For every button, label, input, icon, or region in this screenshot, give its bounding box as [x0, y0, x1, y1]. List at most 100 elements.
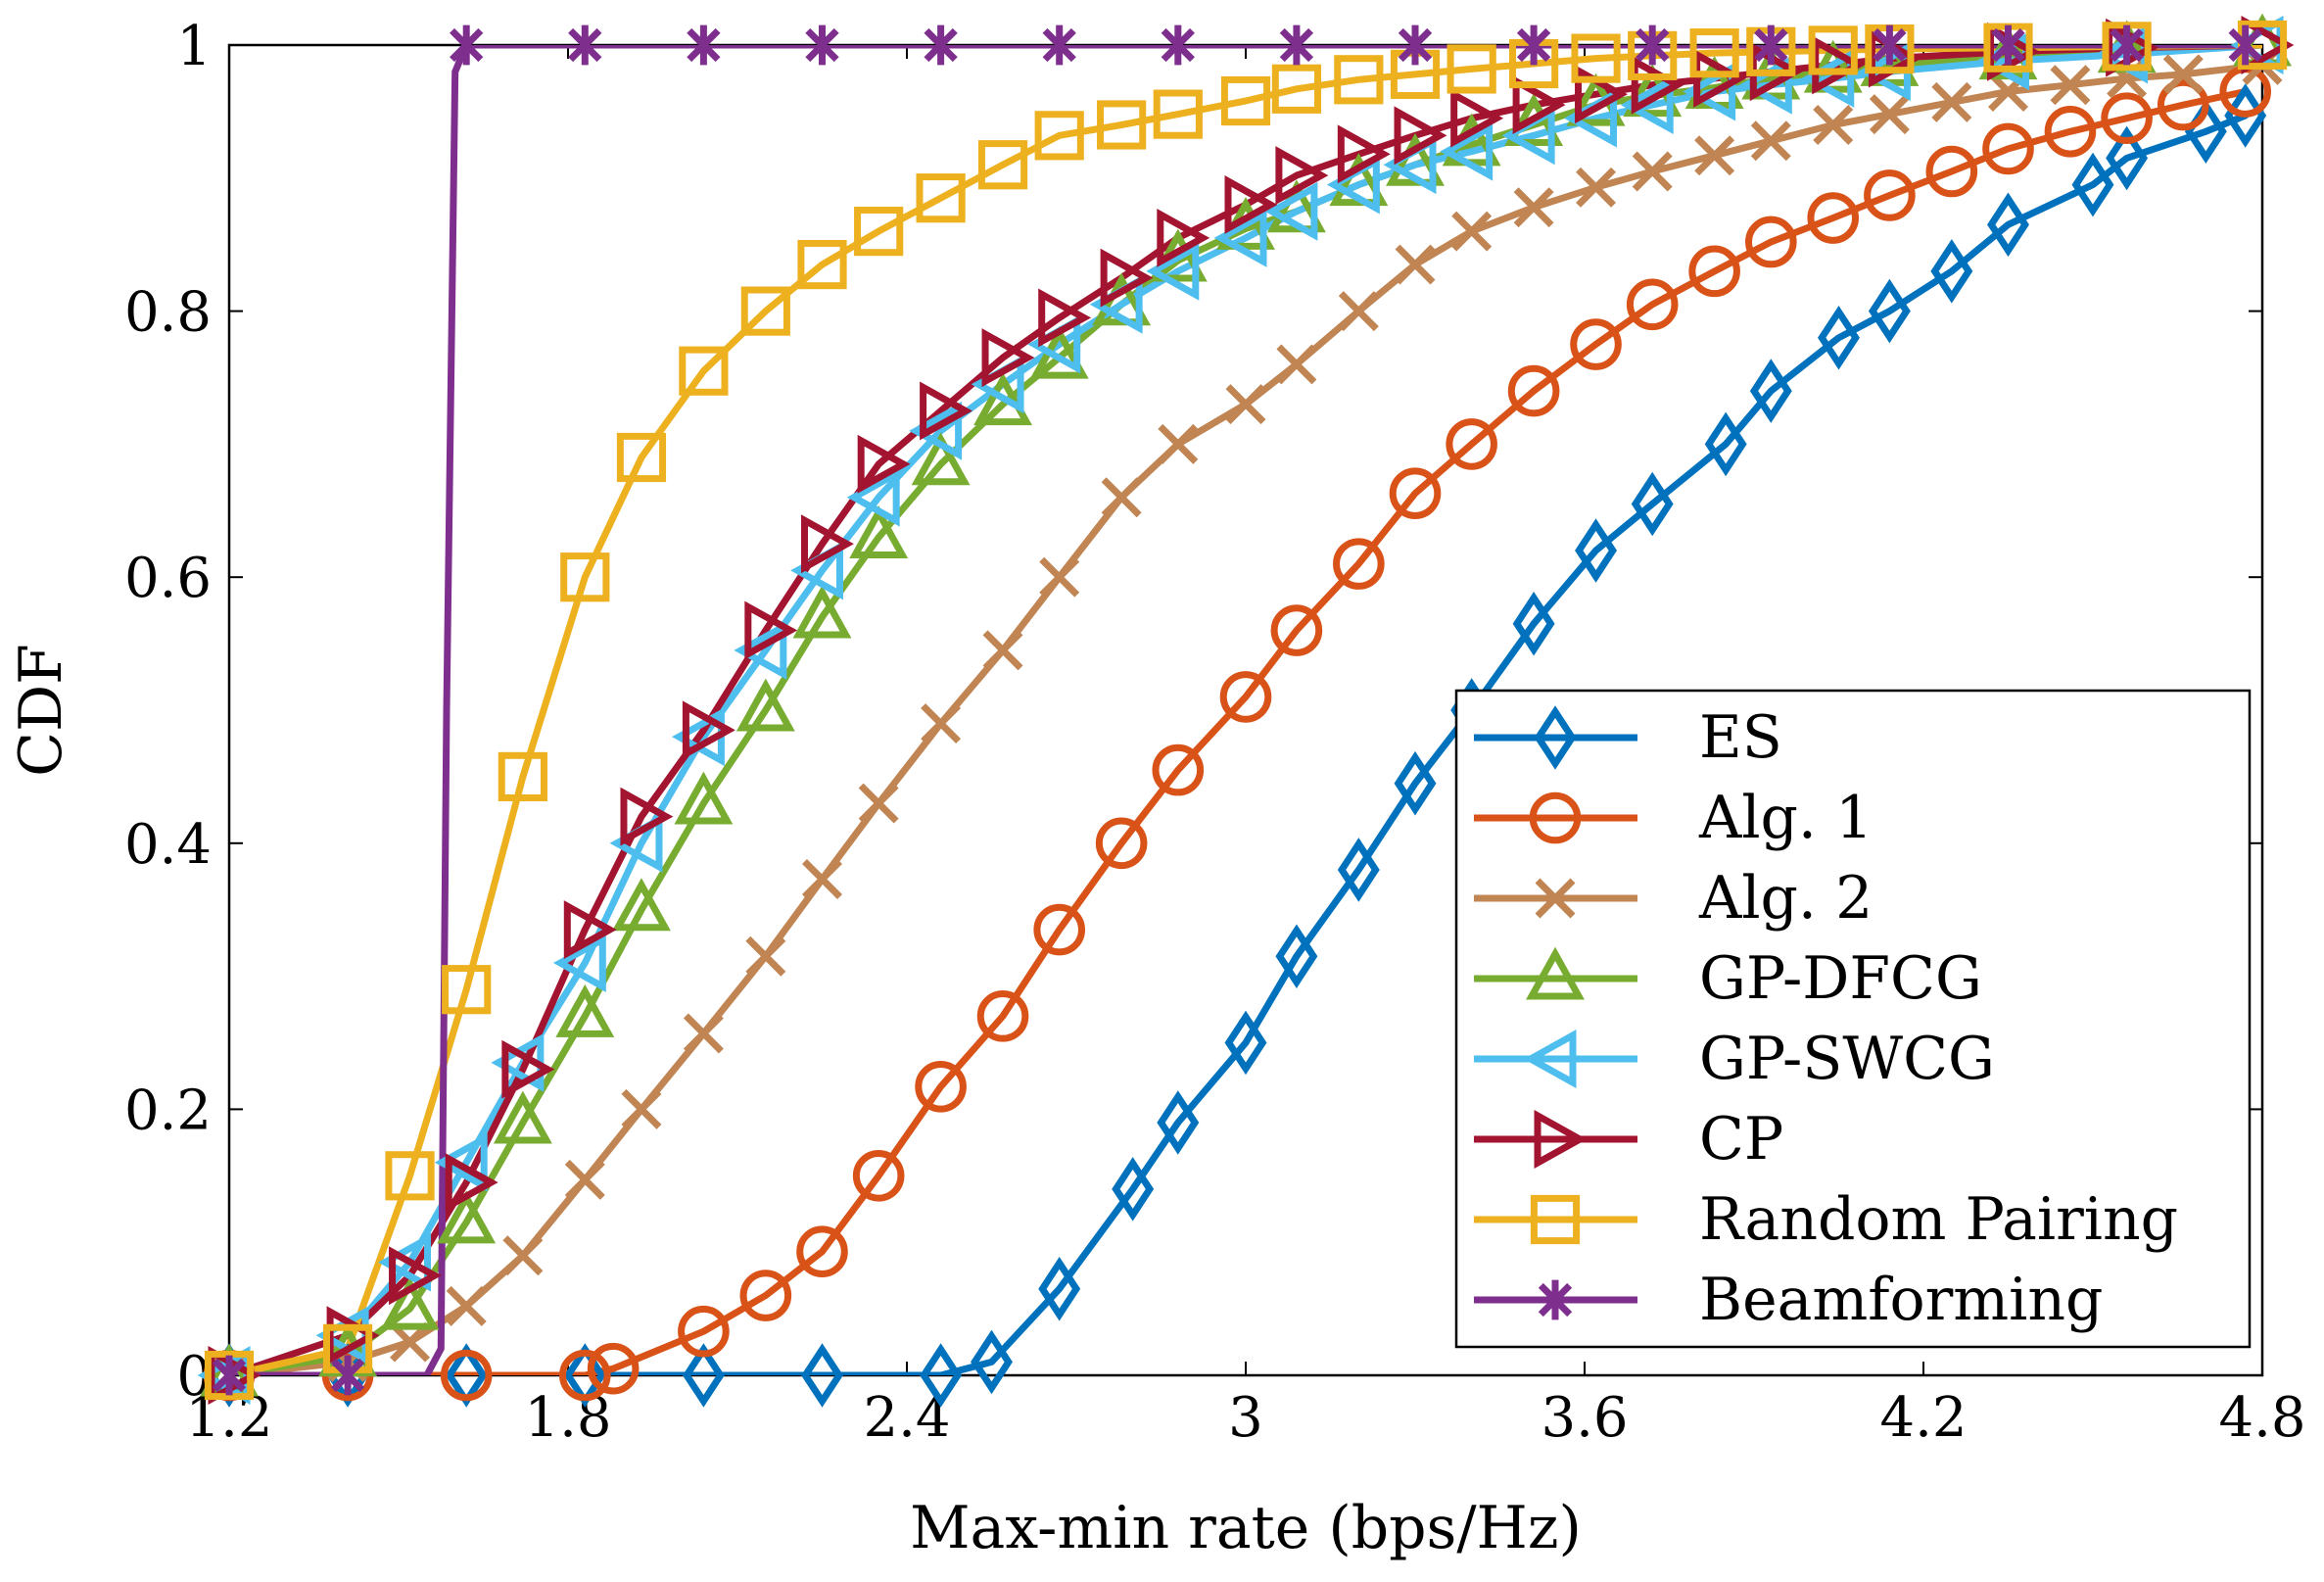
- data-point: [1812, 35, 1866, 95]
- data-point: [1801, 49, 1855, 108]
- data-point: [1157, 1090, 1200, 1155]
- data-point: [1991, 24, 2025, 66]
- data-point: [380, 1276, 440, 1330]
- data-point: [1275, 146, 1329, 206]
- legend-marker: [1530, 1194, 1581, 1245]
- data-point: [1987, 192, 2029, 258]
- data-point: [735, 678, 795, 732]
- axes: 1.2 1.8 2.4 3 3.6 4.2 4.800.20.40.60.81: [124, 15, 2306, 1450]
- data-point: [1440, 121, 1494, 181]
- data-point: [1512, 591, 1555, 656]
- data-point: [1864, 169, 1916, 221]
- legend: ES Alg. 1 Alg. 2 GP-DFCG GP-SWCG CP Random Pai…: [1454, 689, 2252, 1349]
- data-point: [911, 432, 971, 486]
- x-tick-label: 4.2: [1879, 1386, 1967, 1450]
- data-point: [389, 1246, 442, 1306]
- data-point: [1038, 1256, 1081, 1321]
- data-point: [1513, 187, 1554, 228]
- data-point: [1275, 924, 1318, 989]
- data-point: [560, 552, 610, 602]
- data-point: [971, 1329, 1013, 1395]
- data-point: [1152, 743, 1205, 796]
- data-point: [1631, 55, 1684, 115]
- data-point: [1224, 175, 1278, 234]
- data-point: [1869, 94, 1910, 135]
- data-point: [1868, 278, 1911, 344]
- data-point: [1818, 305, 1860, 370]
- y-tick-label: 0.6: [124, 547, 212, 610]
- data-point: [1097, 100, 1147, 150]
- legend-label: Alg. 1: [1698, 784, 1873, 852]
- data-point: [1632, 151, 1673, 192]
- data-point: [1447, 44, 1496, 94]
- data-point: [1158, 423, 1199, 464]
- data-point: [204, 1350, 255, 1401]
- data-point: [849, 505, 909, 558]
- series-line-7: [229, 45, 2250, 1375]
- data-point: [326, 1306, 380, 1366]
- data-point: [1225, 384, 1266, 425]
- legend-entry: CP: [1474, 1105, 1783, 1174]
- data-point: [1570, 318, 1622, 370]
- legend-label: GP-SWCG: [1699, 1025, 1995, 1093]
- data-point: [1693, 49, 1747, 108]
- data-point: [2101, 92, 2153, 144]
- data-point: [916, 173, 966, 223]
- series-line-2: [229, 61, 2262, 1375]
- data-point: [1576, 167, 1617, 208]
- data-point: [1450, 88, 1504, 148]
- data-point: [2162, 54, 2204, 95]
- legend-entry: GP-DFCG: [1474, 944, 1982, 1013]
- data-point: [1694, 135, 1735, 176]
- data-point: [981, 328, 1035, 388]
- data-point: [1516, 24, 1551, 66]
- data-point: [920, 1343, 963, 1408]
- data-point: [674, 771, 734, 825]
- series-group: [229, 45, 2262, 1375]
- legend-label: Alg. 2: [1698, 864, 1873, 933]
- data-point: [921, 703, 962, 744]
- data-point: [744, 600, 798, 660]
- x-tick-label: 3.6: [1541, 1386, 1628, 1450]
- data-point: [854, 207, 904, 257]
- data-point: [2110, 24, 2144, 66]
- data-point: [568, 24, 602, 66]
- data-point: [1220, 75, 1271, 126]
- data-point: [977, 140, 1028, 190]
- data-point: [802, 858, 842, 899]
- data-point: [2106, 18, 2159, 77]
- data-point: [745, 935, 786, 977]
- legend-marker: [1523, 1030, 1577, 1088]
- data-point: [385, 1151, 435, 1201]
- data-point: [1704, 411, 1747, 477]
- data-point: [2050, 65, 2091, 106]
- data-point: [493, 1090, 552, 1144]
- data-point: [1754, 24, 1788, 66]
- data-point: [440, 1349, 493, 1402]
- data-point: [801, 1343, 843, 1408]
- data-point: [982, 630, 1023, 671]
- data-point: [801, 514, 854, 574]
- data-point: [924, 24, 958, 66]
- data-point: [1038, 288, 1092, 348]
- data-point: [1925, 145, 1978, 198]
- data-point: [434, 1132, 488, 1192]
- data-point: [792, 585, 852, 639]
- data-point: [1270, 604, 1323, 656]
- data-point: [920, 381, 973, 441]
- data-point: [1512, 75, 1566, 135]
- data-point: [852, 1150, 905, 1202]
- data-point: [1930, 239, 1973, 304]
- data-point: [612, 878, 671, 932]
- data-point: [1333, 538, 1385, 590]
- data-point: [1631, 471, 1674, 537]
- data-point: [1626, 278, 1679, 331]
- data-point: [2071, 152, 2114, 217]
- data-point: [1808, 25, 1858, 75]
- data-point: [1338, 291, 1379, 332]
- data-point: [1279, 24, 1314, 66]
- data-point: [330, 1355, 365, 1396]
- data-point: [682, 700, 735, 760]
- data-point: [1271, 64, 1322, 114]
- data-point: [857, 434, 911, 494]
